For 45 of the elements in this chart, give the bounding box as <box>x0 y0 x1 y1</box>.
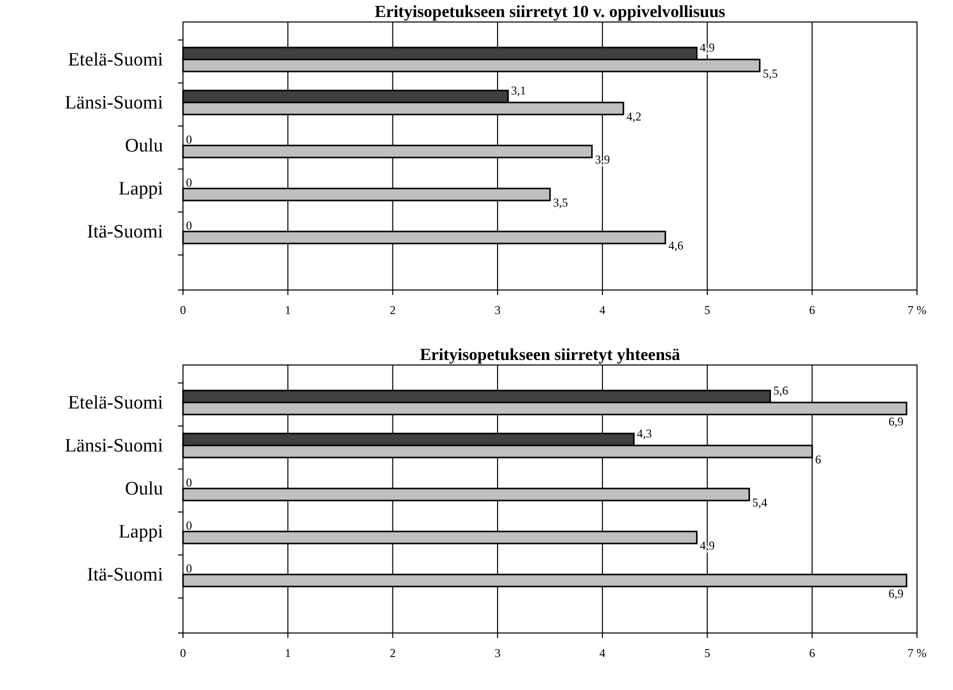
data-label: 6,9 <box>888 414 904 428</box>
y-tick-label: Lappi <box>118 178 163 200</box>
data-label: 5,4 <box>752 496 768 510</box>
data-label: 3,5 <box>553 196 568 210</box>
y-tick-label: Oulu <box>125 136 164 156</box>
x-tick-label: 3 <box>494 303 501 317</box>
x-tick-label: 4 <box>599 303 606 317</box>
data-label: 0 <box>186 476 192 490</box>
data-label: 4,3 <box>636 426 652 440</box>
y-tick-label: Itä-Suomi <box>87 564 163 586</box>
y-tick-label: Länsi-Suomi <box>64 436 163 456</box>
x-tick-label: 5 <box>704 303 710 317</box>
data-label: 6 <box>815 452 822 466</box>
x-tick-label: 2 <box>390 646 396 660</box>
data-label: 4,2 <box>626 110 642 124</box>
x-tick-label: 4 <box>599 646 606 660</box>
y-tick-label: Oulu <box>125 478 164 500</box>
x-tick-label: 5 <box>704 646 710 660</box>
x-tick-label: 1 <box>284 646 291 660</box>
data-label: 6,9 <box>888 586 904 600</box>
x-tick-label: 0 <box>180 303 186 317</box>
data-label: 0 <box>186 562 192 576</box>
x-tick-label: 7 % <box>908 303 926 317</box>
y-tick-label: Itä-Suomi <box>87 222 163 242</box>
x-tick-label: 2 <box>390 303 396 317</box>
data-label: 3,1 <box>511 84 526 98</box>
data-label: 4,6 <box>668 238 684 252</box>
x-tick-label: 6 <box>809 303 816 317</box>
x-tick-label: 1 <box>284 303 291 317</box>
data-label: 5,5 <box>762 66 778 80</box>
data-label: 0 <box>186 176 192 190</box>
chart-title: Erityisopetukseen siirretyt 10 v. oppivelvollisuus <box>374 2 726 21</box>
x-tick-label: 0 <box>180 646 186 660</box>
chart-title: Erityisopetukseen siirretyt yhteensä <box>420 345 681 364</box>
y-tick-label: Länsi-Suomi <box>64 92 163 114</box>
x-tick-label: 3 <box>494 646 501 660</box>
x-tick-label: 7 % <box>908 646 926 660</box>
y-tick-label: Etelä-Suomi <box>68 392 163 414</box>
data-label: 5,6 <box>773 384 788 398</box>
data-label: 0 <box>186 218 192 232</box>
x-tick-label: 6 <box>809 646 816 660</box>
y-tick-label: Lappi <box>118 522 163 542</box>
data-label: 0 <box>186 518 192 532</box>
data-label: 0 <box>186 132 192 146</box>
y-tick-label: Etelä-Suomi <box>68 50 163 70</box>
